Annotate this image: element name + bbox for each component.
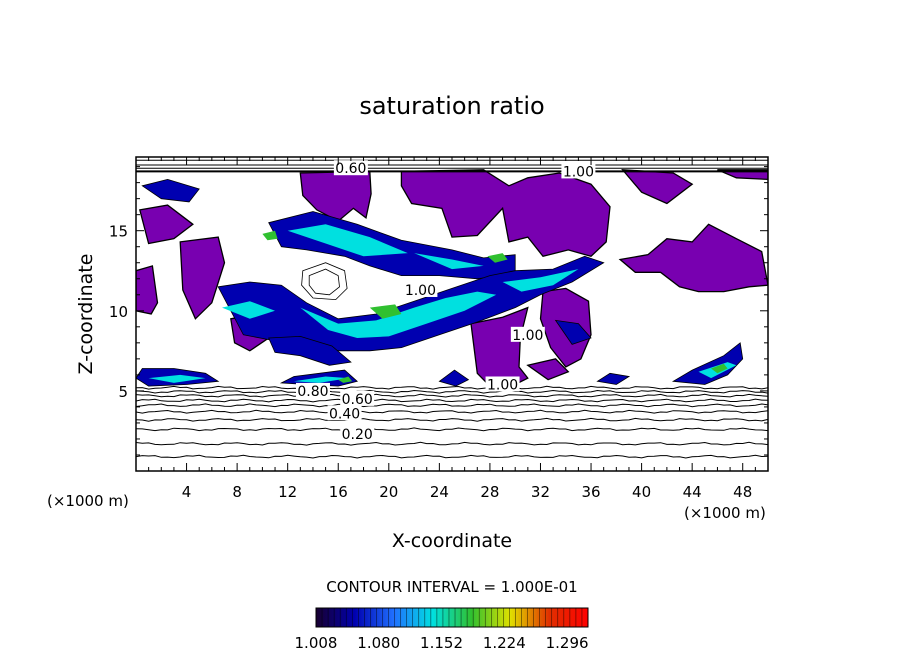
contour-label-4: 0.60 [335, 161, 366, 177]
chart-title: saturation ratio [359, 92, 544, 120]
supersaturated-region-2 [621, 169, 694, 205]
y-tick-label-15: 15 [109, 223, 128, 241]
x-tick-label-8: 8 [232, 483, 242, 501]
x-unit-label: (×1000 m) [684, 504, 766, 522]
cloud-peak-2 [711, 363, 728, 374]
layer-contour-9 [136, 385, 768, 390]
x-tick-label-12: 12 [278, 483, 297, 501]
contour-label-bg-8 [561, 163, 596, 179]
layer-contour-4 [136, 409, 768, 414]
contour-label-bg-5 [485, 376, 520, 392]
cloud-core-0 [287, 224, 408, 257]
cloud-peak-0 [369, 304, 402, 319]
supersaturated-region-0 [299, 170, 372, 222]
contour-label-5: 1.00 [487, 377, 518, 393]
x-tick-label-36: 36 [581, 483, 600, 501]
layer-contour-0 [136, 454, 768, 459]
subsaturated-contour-1 [308, 268, 340, 296]
y-tick-label-5: 5 [118, 383, 128, 401]
x-tick-label-28: 28 [480, 483, 499, 501]
cloud-band-9 [554, 319, 592, 345]
contour-label-bg-3 [295, 382, 330, 398]
cloud-core-5 [294, 376, 349, 383]
supersaturated-region-5 [179, 236, 226, 320]
layer-contour-1 [136, 441, 768, 446]
cloud-core-3 [502, 269, 579, 292]
contour-label-0: 0.20 [342, 427, 373, 443]
colorbar-ticks [315, 608, 589, 627]
contour-label-7: 1.00 [512, 328, 543, 344]
contour-label-bg-1 [327, 405, 362, 421]
y-axis-label: Z-coordinate [75, 254, 97, 375]
cloud-peak-1 [487, 253, 508, 263]
cloud-band-8 [141, 178, 200, 203]
contour-label-bg-4 [333, 160, 368, 176]
x-tick-label-20: 20 [379, 483, 398, 501]
colorbar-label-4: 1.296 [546, 634, 589, 652]
contour-label-bg-2 [340, 390, 375, 406]
supersaturated-region-6 [136, 265, 159, 315]
cloud-band-6 [596, 372, 631, 385]
y-tick-label-10: 10 [109, 303, 128, 321]
cloud-peak-3 [338, 376, 353, 383]
colorbar [315, 607, 589, 628]
layer-contour-5 [136, 403, 768, 408]
x-axis: 4 8 12 16 20 24 28 32 36 40 44 48 [148, 157, 756, 501]
layer-contour-7 [136, 393, 768, 398]
contour-label-bg-7 [510, 326, 545, 342]
cloud-band-1 [217, 255, 605, 352]
contour-label-8: 1.00 [563, 164, 594, 180]
cloud-band-2 [268, 335, 352, 366]
contour-label-2: 0.60 [342, 392, 373, 408]
cloud-band-5 [438, 369, 470, 387]
contour-label-bg-0 [340, 426, 375, 442]
cloud-core-7 [222, 301, 275, 319]
colorbar-label-2: 1.152 [420, 634, 463, 652]
supersaturated-region-1 [400, 169, 611, 258]
layer-contour-8 [136, 389, 768, 394]
x-tick-label-48: 48 [733, 483, 752, 501]
x-tick-label-32: 32 [531, 483, 550, 501]
contour-label-6: 1.00 [405, 283, 436, 299]
contour-labels: 0.200.400.600.800.601.001.001.001.00 [295, 160, 596, 443]
supersaturated-region-7 [618, 223, 768, 293]
contour-interval: CONTOUR INTERVAL = 1.000E-01 [326, 578, 577, 596]
cloud-peak-4 [262, 230, 278, 241]
x-tick-label-44: 44 [683, 483, 702, 501]
x-tick-label-16: 16 [329, 483, 348, 501]
contour-lines [136, 159, 768, 459]
x-tick-label-4: 4 [182, 483, 192, 501]
contour-label-1: 0.40 [329, 406, 360, 422]
supersaturated-region-10 [526, 358, 570, 381]
z-unit-label: (×1000 m) [47, 492, 129, 510]
contour-label-3: 0.80 [297, 384, 328, 400]
colorbar-label-0: 1.008 [295, 634, 338, 652]
x-tick-label-24: 24 [430, 483, 449, 501]
x-axis-label: X-coordinate [392, 530, 512, 552]
layer-contour-6 [136, 398, 768, 403]
cloud-band-7 [671, 342, 744, 385]
cloud-core-4 [148, 374, 206, 383]
cloud-core-1 [414, 253, 484, 270]
x-tick-label-40: 40 [632, 483, 651, 501]
y-axis: 5 10 15 [109, 166, 768, 456]
subsaturated-contour-0 [301, 262, 348, 301]
colorbar-labels: 1.008 1.080 1.152 1.224 1.296 [295, 634, 589, 652]
colorbar-label-1: 1.080 [357, 634, 400, 652]
supersaturated-region-4 [138, 204, 194, 245]
colorbar-label-3: 1.224 [483, 634, 526, 652]
contour-label-bg-6 [403, 281, 438, 297]
layer-contour-3 [136, 417, 768, 422]
layer-contour-2 [136, 427, 768, 432]
saturation-field [136, 169, 768, 389]
